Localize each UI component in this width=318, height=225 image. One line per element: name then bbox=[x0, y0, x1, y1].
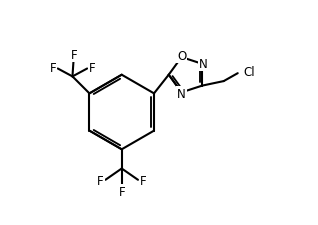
Text: F: F bbox=[118, 185, 125, 198]
Text: O: O bbox=[177, 50, 186, 63]
Text: F: F bbox=[97, 175, 104, 188]
Text: F: F bbox=[50, 62, 56, 74]
Text: F: F bbox=[89, 62, 95, 74]
Text: F: F bbox=[140, 175, 146, 188]
Text: F: F bbox=[71, 49, 77, 62]
Text: N: N bbox=[199, 58, 208, 71]
Text: Cl: Cl bbox=[243, 65, 255, 79]
Text: N: N bbox=[177, 88, 186, 101]
